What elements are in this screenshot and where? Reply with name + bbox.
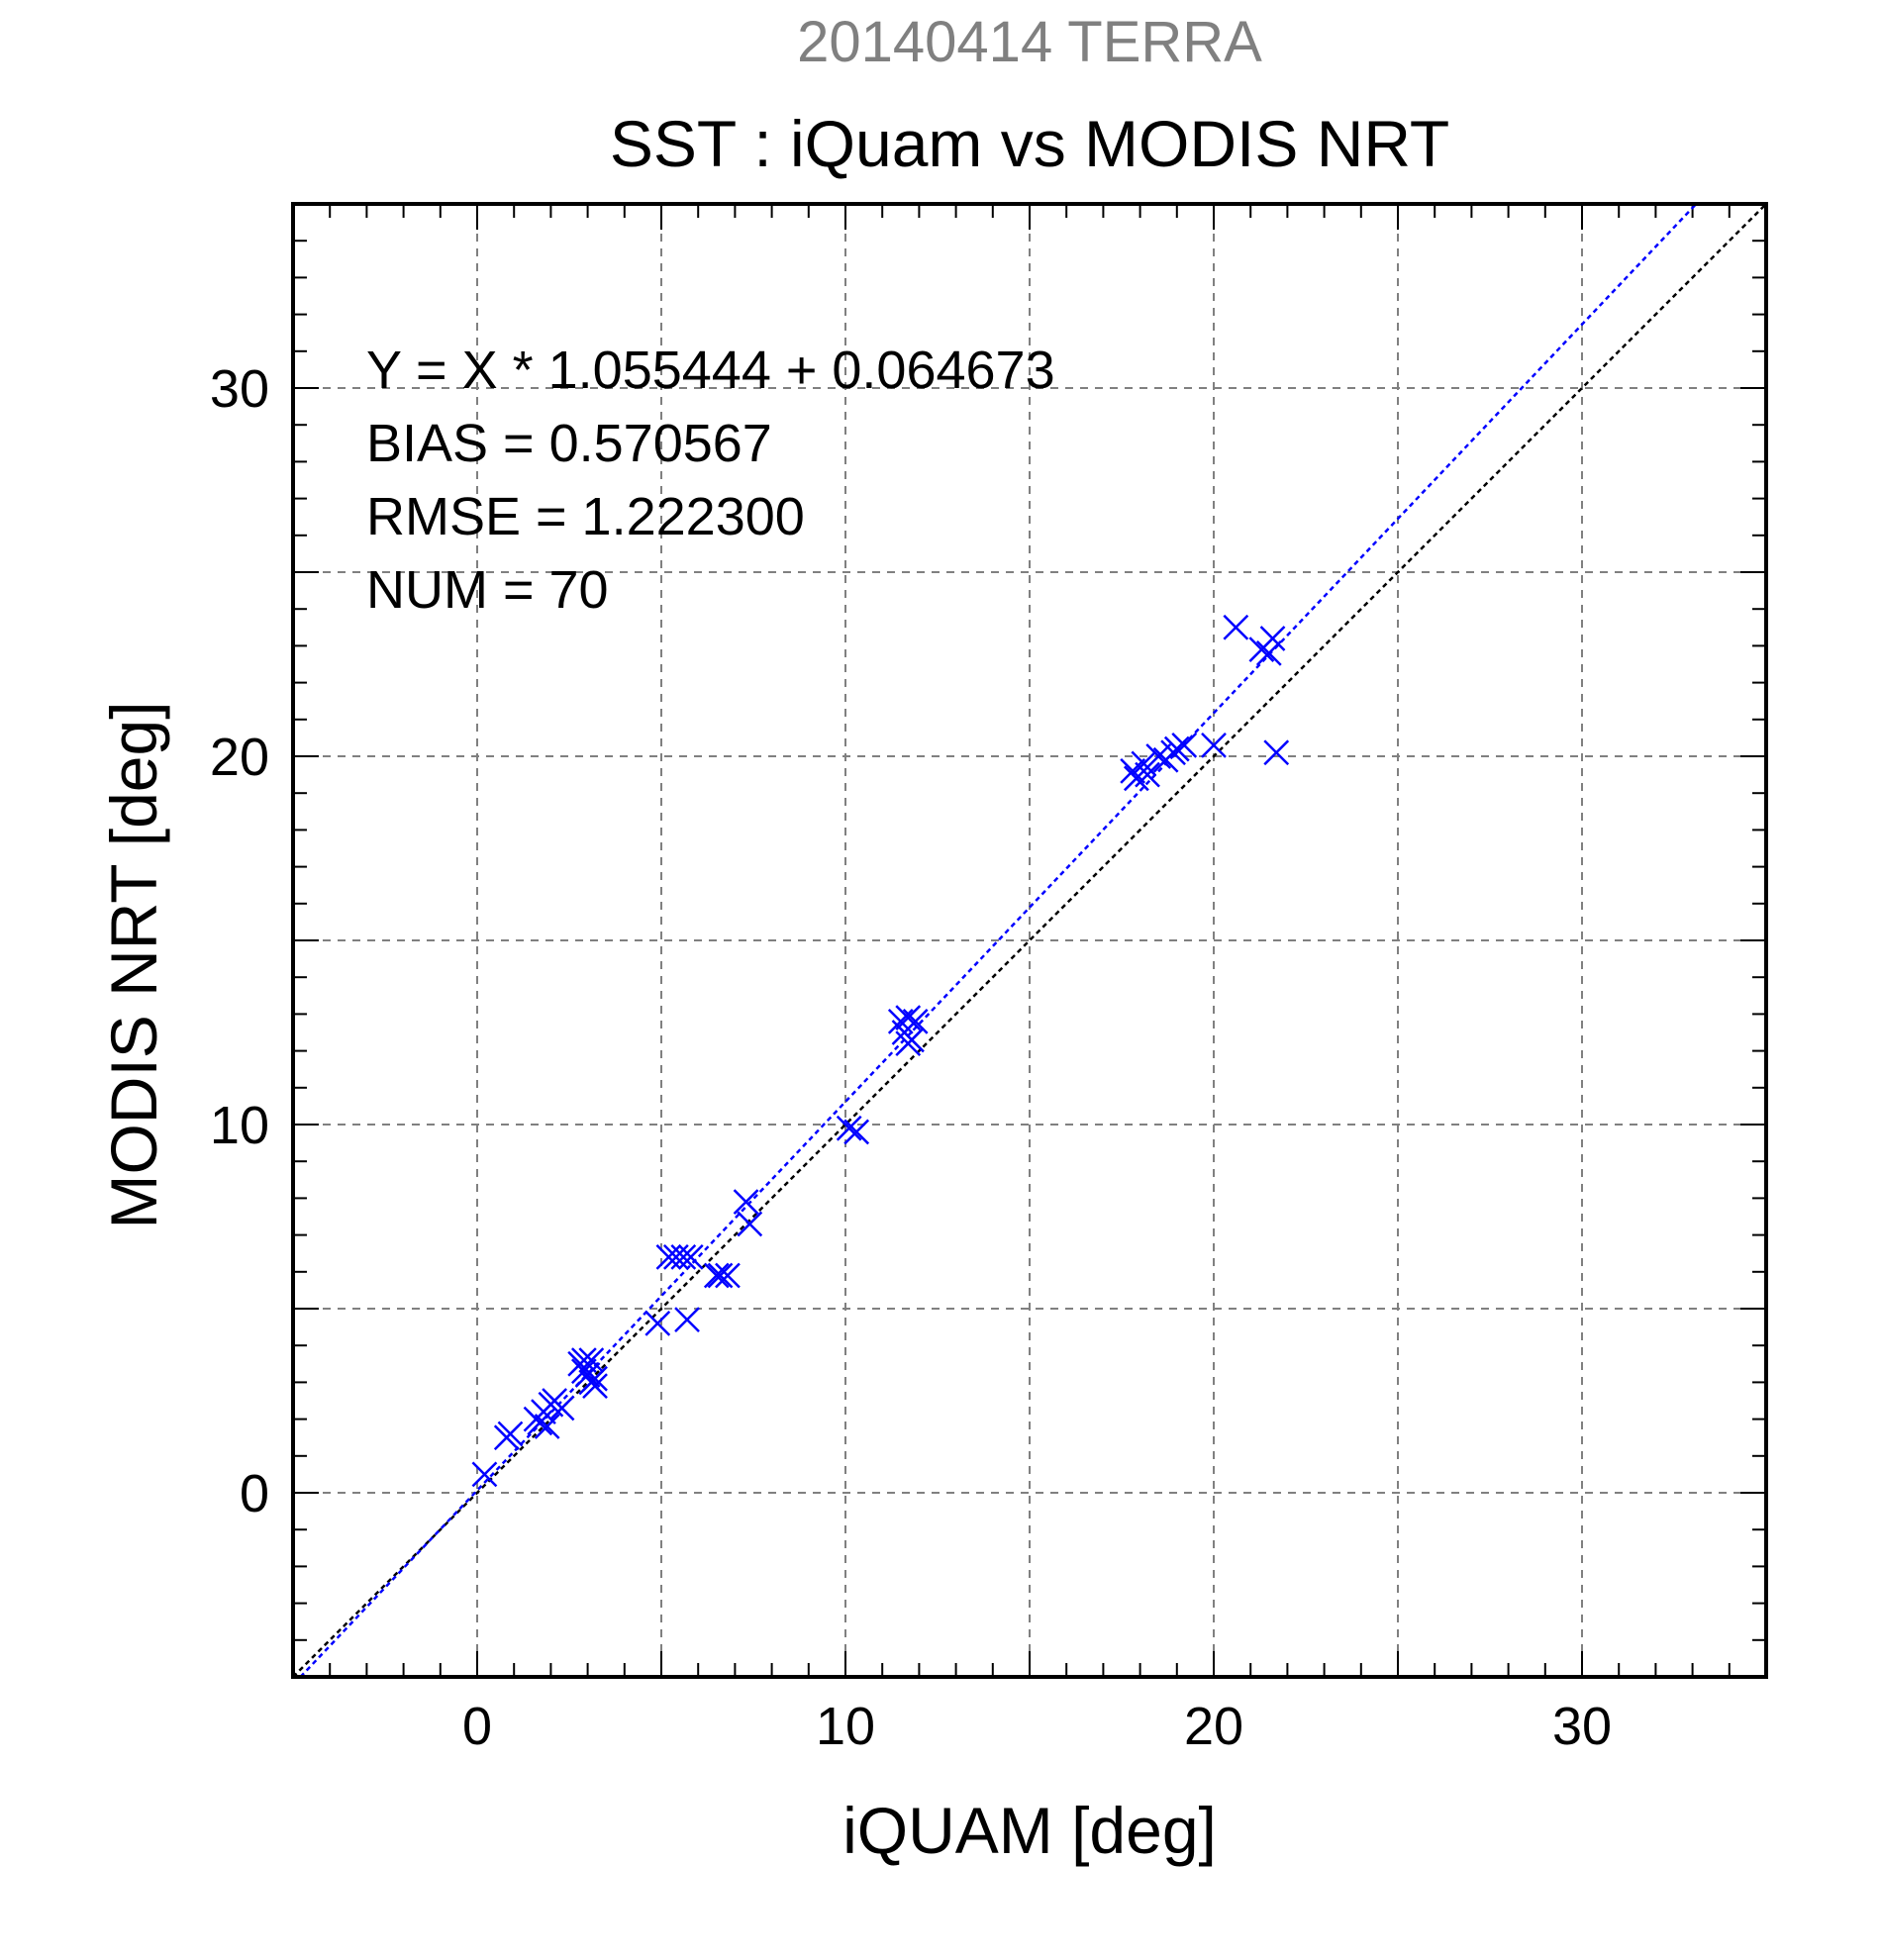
data-point xyxy=(843,1119,870,1145)
x-tick-label: 30 xyxy=(1552,1697,1612,1756)
data-point xyxy=(1223,614,1249,640)
y-tick-label: 20 xyxy=(210,728,269,787)
data-point xyxy=(737,1211,763,1237)
data-point xyxy=(582,1373,608,1400)
data-point xyxy=(902,1008,929,1034)
data-point xyxy=(1135,761,1160,788)
data-point xyxy=(1259,626,1286,651)
data-point xyxy=(733,1189,759,1216)
chart-title: SST : iQuam vs MODIS NRT xyxy=(610,107,1449,180)
data-point xyxy=(1201,732,1227,758)
data-point xyxy=(1145,743,1172,769)
grid xyxy=(293,204,1766,1677)
x-tick-label: 0 xyxy=(462,1697,492,1756)
statistics-annotation: Y = X * 1.055444 + 0.064673 BIAS = 0.570… xyxy=(366,341,1055,620)
tick-labels: 0 10 20 30 0 10 20 30 xyxy=(210,359,1612,1756)
data-point xyxy=(895,1005,922,1031)
y-axis-label: MODIS NRT [deg] xyxy=(97,701,170,1228)
plot-border xyxy=(291,202,1768,1679)
y-tick-label: 10 xyxy=(210,1096,269,1155)
data-point xyxy=(471,1461,498,1488)
data-point xyxy=(707,1262,734,1289)
data-point xyxy=(703,1262,730,1289)
data-point xyxy=(570,1347,597,1373)
x-tick-label: 20 xyxy=(1184,1697,1243,1756)
x-axis-label: iQUAM [deg] xyxy=(842,1794,1217,1867)
data-point xyxy=(1263,739,1290,766)
data-point xyxy=(715,1262,741,1289)
data-point xyxy=(497,1421,524,1447)
annotation-rmse: RMSE = 1.222300 xyxy=(366,487,805,546)
data-point xyxy=(674,1307,700,1333)
y-tick-label: 30 xyxy=(210,359,269,419)
data-point xyxy=(582,1365,608,1392)
x-tick-label: 10 xyxy=(816,1697,875,1756)
y-tick-label: 0 xyxy=(240,1464,269,1523)
data-point xyxy=(534,1414,560,1439)
data-point xyxy=(1171,732,1198,758)
data-point xyxy=(1163,735,1190,762)
axis-ticks xyxy=(292,203,1767,1678)
data-point xyxy=(644,1310,671,1336)
data-point xyxy=(574,1362,601,1388)
annotation-fit-equation: Y = X * 1.055444 + 0.064673 xyxy=(366,341,1055,400)
data-point xyxy=(1120,757,1146,784)
data-points xyxy=(471,614,1290,1488)
data-point xyxy=(836,1115,862,1141)
annotation-bias: BIAS = 0.570567 xyxy=(366,414,772,473)
chart-supertitle: 20140414 TERRA xyxy=(797,10,1262,74)
data-point xyxy=(677,1244,704,1270)
annotation-num: NUM = 70 xyxy=(366,560,609,620)
plot-frame xyxy=(291,202,1768,1679)
data-point xyxy=(548,1395,575,1421)
data-point xyxy=(1255,639,1282,666)
data-point xyxy=(670,1244,697,1270)
